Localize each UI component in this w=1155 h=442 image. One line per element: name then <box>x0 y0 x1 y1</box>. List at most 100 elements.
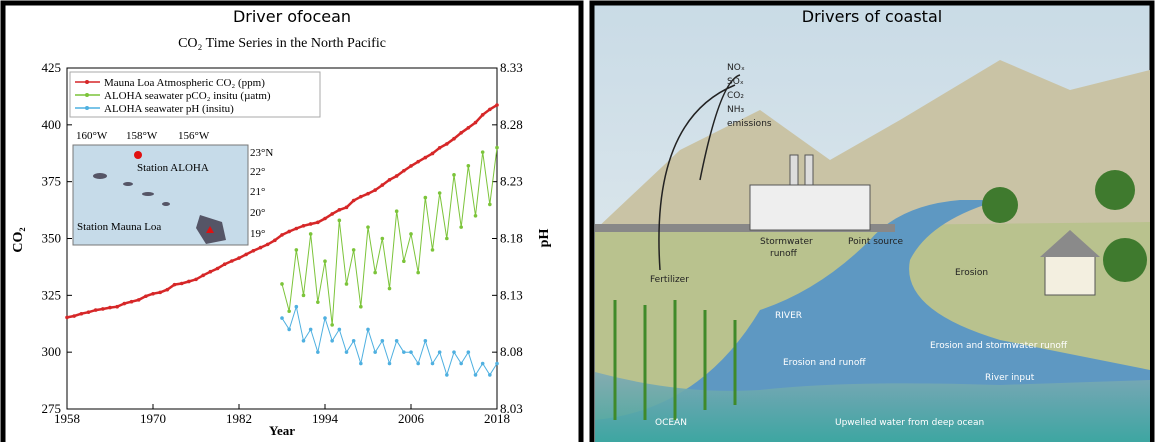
legend-dot <box>85 93 89 97</box>
point <box>495 103 499 107</box>
point <box>295 227 299 231</box>
slide: Driver ofocean CO₂ Time Series in the No… <box>0 0 1155 442</box>
y-tick-label: 400 <box>42 117 62 132</box>
point <box>438 191 442 195</box>
island <box>142 192 154 196</box>
point <box>381 237 385 241</box>
point <box>409 232 413 236</box>
point <box>474 373 478 377</box>
point <box>438 146 442 150</box>
point <box>373 350 377 354</box>
point <box>330 323 334 327</box>
point <box>416 362 420 366</box>
legend-dot <box>85 106 89 110</box>
point <box>381 339 385 343</box>
illus-label: emissions <box>727 119 772 129</box>
y2-tick-label: 8.28 <box>500 117 523 132</box>
point <box>481 150 485 154</box>
point <box>309 232 313 236</box>
aloha-marker <box>134 151 142 159</box>
point <box>280 282 284 286</box>
point <box>244 253 248 257</box>
point <box>87 310 91 314</box>
x-tick-label: 1982 <box>226 411 252 426</box>
point <box>352 248 356 252</box>
point <box>173 283 177 287</box>
point <box>80 312 84 316</box>
illus-label: runoff <box>770 249 798 259</box>
illus-label: Upwelled water from deep ocean <box>835 418 984 428</box>
point <box>431 152 435 156</box>
point <box>266 243 270 247</box>
illus-label: Point source <box>848 237 904 247</box>
point <box>459 131 463 135</box>
y2-tick-label: 8.13 <box>500 287 523 302</box>
point <box>345 206 349 210</box>
illus-label: Erosion <box>955 268 988 278</box>
point <box>481 362 485 366</box>
point <box>467 126 471 130</box>
point <box>359 362 363 366</box>
point <box>338 208 342 212</box>
point <box>373 271 377 275</box>
point <box>287 328 291 332</box>
illus-label: NOₓ <box>727 63 745 73</box>
point <box>424 156 428 160</box>
x-tick-label: 1994 <box>312 411 339 426</box>
factory <box>750 185 870 230</box>
point <box>345 282 349 286</box>
point <box>431 362 435 366</box>
chimney <box>805 155 813 185</box>
inset-lat: 21° <box>250 186 265 198</box>
point <box>72 314 76 318</box>
point <box>388 362 392 366</box>
illus-label: NH₃ <box>727 105 745 115</box>
illus-label: Stormwater <box>760 237 813 247</box>
point <box>259 246 263 250</box>
point <box>316 221 320 225</box>
island <box>162 202 170 206</box>
point <box>252 249 256 253</box>
point <box>467 350 471 354</box>
inset-label: Station ALOHA <box>137 162 209 174</box>
point <box>166 288 170 292</box>
illus-label: River input <box>985 373 1035 383</box>
page: Driver ofocean CO₂ Time Series in the No… <box>0 0 1155 442</box>
y-tick-label: 425 <box>42 60 62 75</box>
point <box>416 271 420 275</box>
point <box>495 146 499 150</box>
point <box>359 305 363 309</box>
point <box>366 225 370 229</box>
inset-lat: 20° <box>250 207 265 219</box>
point <box>459 225 463 229</box>
point <box>302 294 306 298</box>
point <box>388 178 392 182</box>
house <box>1045 255 1095 295</box>
y-tick-label: 300 <box>42 344 62 359</box>
point <box>366 192 370 196</box>
point <box>459 362 463 366</box>
point <box>409 164 413 168</box>
point <box>302 224 306 228</box>
point <box>158 291 162 295</box>
point <box>402 259 406 263</box>
illus-label: Fertilizer <box>650 275 689 285</box>
x-tick-label: 2006 <box>398 411 425 426</box>
point <box>366 328 370 332</box>
point <box>445 142 449 146</box>
point <box>209 270 213 274</box>
legend-label: ALOHA seawater pH (insitu) <box>104 103 234 115</box>
y-tick-label: 350 <box>42 231 62 246</box>
inset-lon: 156°W <box>178 130 210 142</box>
point <box>388 287 392 291</box>
inset-lat: 23°N <box>250 147 273 159</box>
point <box>280 233 284 237</box>
point <box>452 350 456 354</box>
island <box>93 173 107 179</box>
point <box>309 328 313 332</box>
point <box>201 274 205 278</box>
tree <box>982 187 1018 223</box>
tree <box>1103 238 1147 282</box>
point <box>151 292 155 296</box>
inset-lat: 19° <box>250 228 265 240</box>
